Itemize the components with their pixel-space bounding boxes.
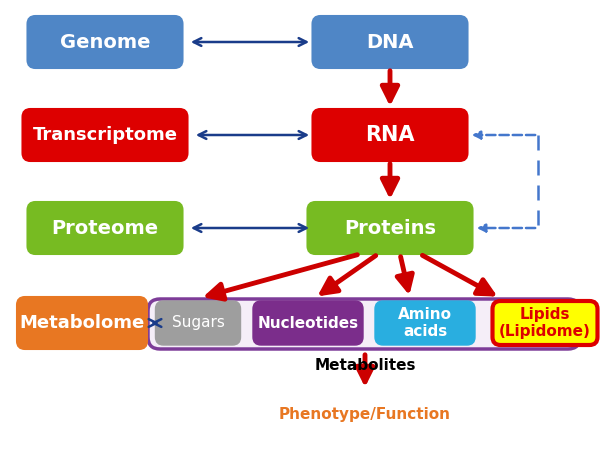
Text: Amino
acids: Amino acids (398, 307, 452, 339)
Text: Phenotype/Function: Phenotype/Function (279, 408, 451, 423)
Text: Nucleotides: Nucleotides (257, 315, 359, 330)
FancyBboxPatch shape (28, 16, 182, 68)
Text: Lipids
(Lipidome): Lipids (Lipidome) (499, 307, 591, 339)
Text: DNA: DNA (366, 32, 414, 51)
FancyBboxPatch shape (313, 109, 467, 161)
Text: Transcriptome: Transcriptome (32, 126, 178, 144)
FancyBboxPatch shape (17, 297, 147, 349)
Text: Genome: Genome (60, 32, 150, 51)
FancyBboxPatch shape (313, 16, 467, 68)
Text: Proteins: Proteins (344, 219, 436, 238)
FancyBboxPatch shape (23, 109, 187, 161)
FancyBboxPatch shape (375, 301, 475, 345)
Text: Metabolome: Metabolome (19, 314, 145, 332)
FancyBboxPatch shape (28, 202, 182, 254)
Text: Proteome: Proteome (52, 219, 158, 238)
FancyBboxPatch shape (308, 202, 473, 254)
Text: Sugars: Sugars (172, 315, 224, 330)
FancyBboxPatch shape (148, 299, 580, 349)
FancyBboxPatch shape (253, 301, 363, 345)
FancyBboxPatch shape (493, 301, 598, 345)
FancyBboxPatch shape (155, 301, 241, 345)
Text: RNA: RNA (365, 125, 415, 145)
Text: Metabolites: Metabolites (314, 358, 416, 373)
